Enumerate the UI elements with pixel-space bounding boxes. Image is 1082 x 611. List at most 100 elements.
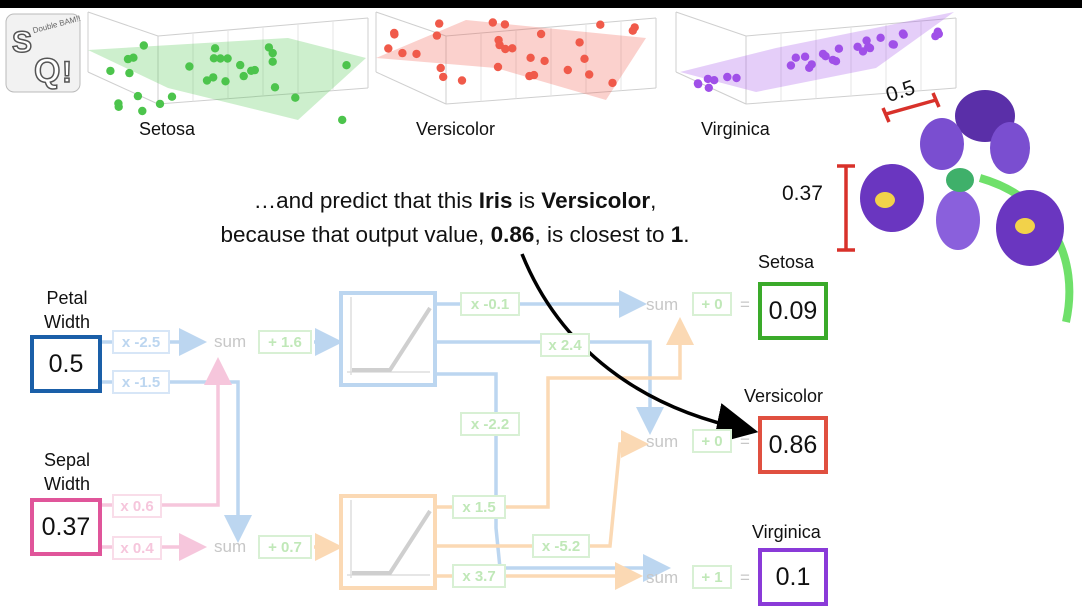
plot-point [342, 61, 351, 70]
plot-point [210, 44, 220, 53]
caption-text: …and predict that this [253, 188, 479, 213]
plot-point [390, 30, 399, 39]
caption: …and predict that this Iris is Versicolo… [120, 184, 790, 252]
plot-point [821, 52, 830, 61]
bias-virginica: + 1 [692, 565, 732, 589]
weight-petal-top: x -2.5 [112, 330, 170, 354]
plot-frame-line [375, 71, 447, 105]
plot-point [865, 43, 875, 53]
iris-flower-image [860, 90, 1064, 266]
plot-point [526, 53, 535, 62]
caption-text: because that output value, [220, 222, 491, 247]
sepal-width-label-line: Width [43, 474, 90, 494]
plot-point [563, 65, 572, 75]
statquest-logo-graphic: S Q ! [5, 13, 81, 93]
plot-point [250, 65, 259, 75]
plot-point [786, 61, 796, 70]
network-diagram [102, 90, 1074, 590]
plot-point [384, 44, 393, 53]
output-label-versicolor: Versicolor [744, 386, 824, 406]
plot-point [432, 31, 442, 40]
statquest-logo: S Q ! Double BAM!! [4, 12, 82, 94]
sum-setosa: sum [646, 295, 679, 314]
svg-text:!: ! [62, 56, 72, 89]
weight-bottom-setosa: x 1.5 [452, 495, 506, 519]
output-label-setosa: Setosa [758, 252, 815, 272]
plot-point [710, 76, 719, 85]
plot-point [270, 83, 280, 92]
hidden-node-bottom [339, 494, 437, 590]
weight-petal-bottom: x -1.5 [112, 370, 170, 394]
plot-point [501, 44, 510, 54]
weight-sepal-top: x 0.6 [112, 494, 162, 518]
plot-point [704, 83, 713, 93]
bias-bottom: + 0.7 [258, 535, 312, 559]
plot-point [540, 56, 549, 66]
plot-point [138, 106, 147, 116]
plot-point [585, 70, 594, 79]
petal-width-measure [881, 92, 941, 123]
bias-top: + 1.6 [258, 330, 312, 354]
plot-point [500, 20, 510, 29]
sum-versicolor: sum [646, 432, 679, 451]
equals-virginica: = [740, 568, 750, 587]
caption-bold-versicolor: Versicolor [541, 188, 651, 213]
plot-point [338, 115, 347, 125]
caption-line-1: …and predict that this Iris is Versicolo… [120, 184, 790, 218]
plot-point [133, 91, 143, 101]
plot-point [853, 42, 862, 51]
plots-area [87, 11, 957, 125]
sepal-width-label: Sepal Width [22, 448, 112, 496]
plot-point [899, 30, 908, 39]
sepal-width-label-line: Sepal [43, 450, 91, 470]
plot-point [435, 19, 444, 28]
plot-point [723, 72, 732, 82]
sum-top: sum [214, 332, 247, 351]
plot-point [167, 92, 177, 101]
plot-point [236, 60, 245, 70]
plot-point [888, 40, 897, 49]
plot-point [114, 102, 123, 112]
weight-bottom-versicolor: x -5.2 [532, 534, 590, 558]
plot-point [398, 48, 407, 58]
slide: S Q ! Double BAM!! Setosa Versicolor Vir… [0, 8, 1082, 611]
plot-label-versicolor: Versicolor [416, 119, 496, 139]
plot-point [488, 18, 497, 27]
plot-surface [680, 12, 954, 92]
plot-point [703, 74, 713, 84]
bias-setosa: + 0 [692, 292, 732, 316]
petal-width-label-line: Width [43, 312, 90, 332]
petal-width-label-line: Petal [46, 288, 88, 308]
plot-point [412, 49, 421, 59]
svg-text:Q: Q [34, 52, 60, 90]
plot-point [268, 48, 277, 58]
sum-virginica: sum [646, 568, 679, 587]
plot-point [931, 31, 940, 41]
sepal-width-measure [837, 164, 855, 252]
plot-frame-line [87, 11, 159, 37]
output-box-virginica: 0.1 [758, 548, 828, 606]
plot-point [580, 54, 589, 63]
plot-point [291, 93, 300, 102]
caption-text: . [683, 222, 690, 247]
plot-label-setosa: Setosa [139, 119, 196, 139]
plot-point [239, 71, 248, 81]
plot-point [608, 78, 617, 88]
sum-bottom: sum [214, 537, 247, 556]
equals-versicolor: = [740, 432, 750, 451]
caption-text: , [650, 188, 657, 213]
sepal-width-value-label: 0.37 [782, 182, 823, 205]
weight-bottom-virginica: x 3.7 [452, 564, 506, 588]
plot-point [828, 55, 838, 65]
plot-point [129, 53, 138, 62]
weight-top-virginica: x -2.2 [460, 412, 520, 436]
caption-text: , is closest to [534, 222, 671, 247]
plot-point [209, 73, 218, 82]
plot-point [216, 54, 225, 63]
plot-point [876, 33, 885, 42]
plot-frame-line [675, 11, 747, 37]
svg-text:S: S [12, 26, 32, 59]
plot-point [596, 20, 605, 29]
plot-point [125, 68, 134, 78]
weight-top-setosa: x -0.1 [460, 292, 520, 316]
